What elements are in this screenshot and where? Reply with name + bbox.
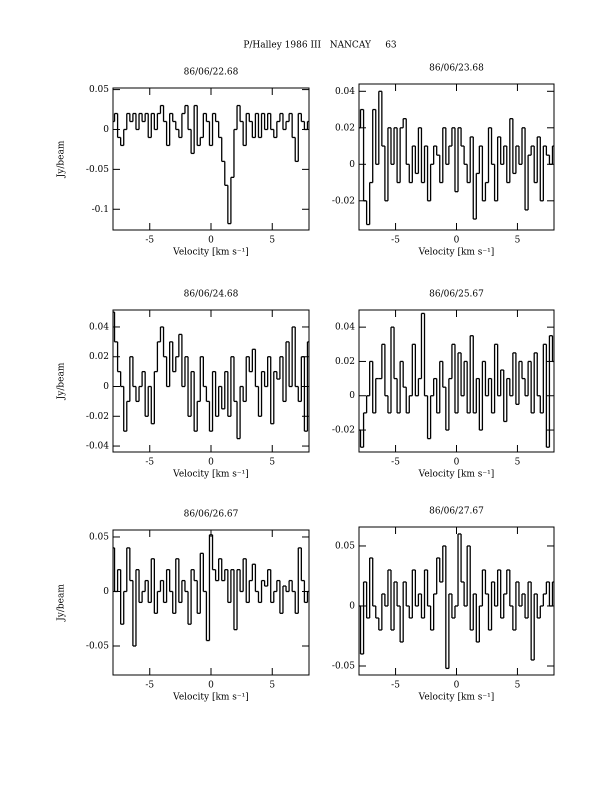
x-tick-label: 5 — [269, 458, 275, 468]
y-axis-label: Jy/beam — [57, 584, 67, 622]
x-tick-label: 0 — [454, 681, 460, 691]
y-tick-label: 0 — [349, 391, 355, 401]
y-tick-label: 0.05 — [89, 532, 109, 542]
y-tick-label: -0.02 — [332, 426, 355, 436]
y-tick-label: 0.04 — [335, 323, 355, 333]
x-tick-label: 0 — [208, 236, 214, 246]
y-tick-label: 0 — [349, 160, 355, 170]
y-tick-label: -0.04 — [86, 442, 109, 452]
x-axis-label: Velocity [km s⁻¹] — [418, 693, 495, 703]
y-tick-label: 0.05 — [89, 85, 109, 95]
y-tick-label: -0.05 — [86, 642, 109, 652]
y-tick-label: 0 — [349, 601, 355, 611]
y-tick-label: 0.05 — [335, 541, 355, 551]
x-tick-label: 0 — [208, 681, 214, 691]
x-tick-label: 5 — [269, 236, 275, 246]
y-axis-label: Jy/beam — [57, 362, 67, 400]
x-tick-label: -5 — [145, 236, 154, 246]
x-tick-label: -5 — [145, 681, 154, 691]
y-tick-label: 0.02 — [335, 123, 355, 133]
y-tick-label: 0.02 — [89, 352, 109, 362]
x-tick-label: 0 — [454, 458, 460, 468]
x-tick-label: 5 — [515, 458, 521, 468]
y-axis-label: Jy/beam — [57, 140, 67, 178]
x-tick-label: -5 — [145, 458, 154, 468]
x-tick-label: -5 — [391, 458, 400, 468]
x-tick-label: -5 — [391, 236, 400, 246]
x-axis-label: Velocity [km s⁻¹] — [418, 248, 495, 258]
y-tick-label: 0.04 — [335, 87, 355, 97]
x-tick-label: 0 — [454, 236, 460, 246]
x-axis-label: Velocity [km s⁻¹] — [172, 693, 249, 703]
x-tick-label: 5 — [515, 236, 521, 246]
x-axis-label: Velocity [km s⁻¹] — [172, 470, 249, 480]
y-tick-label: -0.05 — [332, 661, 355, 671]
x-axis-label: Velocity [km s⁻¹] — [418, 470, 495, 480]
y-tick-label: 0 — [103, 382, 109, 392]
page-title: P/Halley 1986 III NANCAY 63 — [243, 41, 397, 51]
panel-title: 86/06/23.68 — [429, 64, 484, 74]
y-tick-label: -0.1 — [92, 205, 109, 215]
panel-title: 86/06/24.68 — [184, 290, 239, 300]
x-tick-label: -5 — [391, 681, 400, 691]
panel-title: 86/06/26.67 — [184, 510, 239, 520]
y-tick-label: -0.02 — [332, 196, 355, 206]
y-tick-label: -0.05 — [86, 165, 109, 175]
y-tick-label: 0.04 — [89, 322, 109, 332]
y-tick-label: 0.02 — [335, 357, 355, 367]
x-tick-label: 5 — [515, 681, 521, 691]
y-tick-label: 0 — [103, 125, 109, 135]
y-tick-label: -0.02 — [86, 412, 109, 422]
plot-frame — [112, 87, 310, 231]
panel-title: 86/06/27.67 — [429, 507, 484, 517]
y-tick-label: 0 — [103, 587, 109, 597]
panel-title: 86/06/25.67 — [429, 290, 484, 300]
x-tick-label: 5 — [269, 681, 275, 691]
x-axis-label: Velocity [km s⁻¹] — [172, 248, 249, 258]
panel-title: 86/06/22.68 — [184, 68, 239, 78]
x-tick-label: 0 — [208, 458, 214, 468]
